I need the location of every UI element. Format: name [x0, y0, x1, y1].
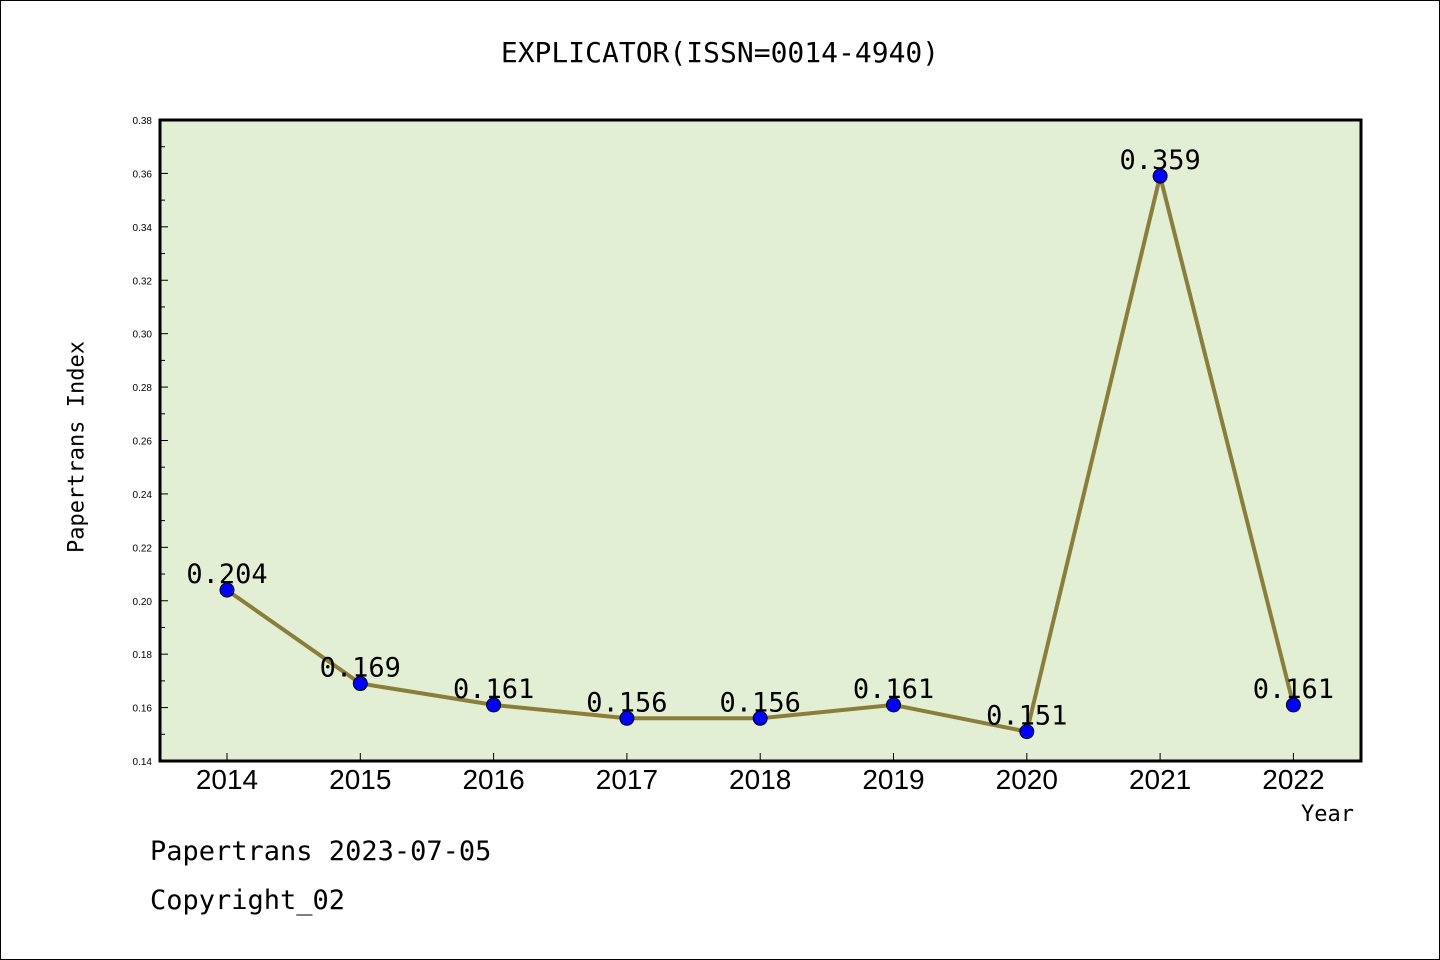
- y-tick-label: 0.20: [133, 597, 153, 608]
- data-point: [1019, 724, 1035, 740]
- x-tick-label: 2020: [996, 764, 1058, 795]
- x-tick-label: 2022: [1262, 764, 1324, 795]
- data-point: [1285, 697, 1301, 713]
- y-tick-label: 0.38: [133, 116, 153, 127]
- data-label: 0.156: [586, 687, 667, 718]
- data-label: 0.156: [720, 687, 801, 718]
- y-tick-label: 0.14: [133, 757, 153, 768]
- y-tick-label: 0.30: [133, 330, 153, 341]
- data-label: 0.161: [853, 674, 934, 705]
- y-tick-label: 0.26: [133, 437, 153, 448]
- x-tick-label: 2021: [1129, 764, 1191, 795]
- data-label: 0.204: [186, 559, 267, 590]
- data-label: 0.161: [1253, 674, 1334, 705]
- x-tick-label: 2019: [862, 764, 924, 795]
- y-tick-label: 0.16: [133, 704, 153, 715]
- x-tick-label: 2018: [729, 764, 791, 795]
- footer-copyright: Copyright_02: [150, 885, 346, 916]
- footer-date-line: Papertrans 2023-07-05: [150, 836, 492, 867]
- data-label: 0.169: [320, 653, 401, 684]
- data-point: [619, 710, 635, 726]
- data-point: [219, 582, 235, 598]
- y-tick-label: 0.32: [133, 276, 153, 287]
- x-tick-label: 2015: [329, 764, 391, 795]
- x-tick-label: 2017: [596, 764, 658, 795]
- y-tick-label: 0.36: [133, 169, 153, 180]
- data-point: [752, 710, 768, 726]
- chart-title: EXPLICATOR(ISSN=0014-4940): [500, 36, 940, 69]
- x-axis-label: Year: [1301, 802, 1354, 827]
- x-tick-label: 2016: [462, 764, 524, 795]
- data-point: [1152, 168, 1168, 184]
- plot-border: [158, 118, 1363, 763]
- data-point: [352, 676, 368, 692]
- y-tick-label: 0.22: [133, 543, 153, 554]
- data-label: 0.151: [986, 701, 1067, 732]
- x-tick-label: 2014: [196, 764, 258, 795]
- plot-area: [160, 120, 1361, 761]
- y-tick-label: 0.28: [133, 383, 153, 394]
- y-tick-label: 0.24: [133, 490, 153, 501]
- y-tick-label: 0.18: [133, 650, 153, 661]
- y-tick-label: 0.34: [133, 223, 153, 234]
- data-point: [886, 697, 901, 713]
- data-point: [486, 697, 502, 713]
- data-label: 0.161: [453, 674, 534, 705]
- data-label: 0.359: [1119, 145, 1200, 176]
